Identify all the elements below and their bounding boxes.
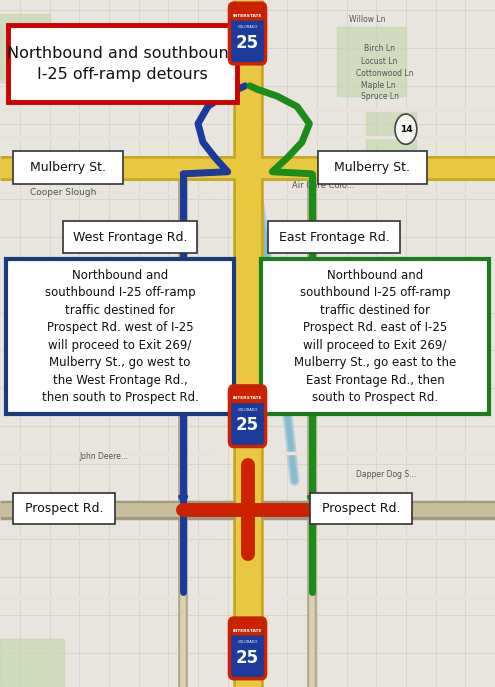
FancyBboxPatch shape bbox=[232, 5, 263, 20]
Text: INTERSTATE: INTERSTATE bbox=[233, 14, 262, 18]
FancyBboxPatch shape bbox=[6, 259, 234, 414]
Text: Cooper Slough: Cooper Slough bbox=[30, 188, 96, 197]
Bar bbox=[0, 639, 64, 687]
Text: INTERSTATE: INTERSTATE bbox=[233, 396, 262, 401]
Text: Esprit Dr: Esprit Dr bbox=[366, 277, 400, 286]
Text: 25: 25 bbox=[236, 649, 259, 666]
Text: 25: 25 bbox=[236, 416, 259, 434]
FancyBboxPatch shape bbox=[13, 493, 115, 524]
FancyBboxPatch shape bbox=[232, 620, 263, 635]
Text: COLORADO: COLORADO bbox=[238, 640, 257, 644]
Text: Prospect Rd.: Prospect Rd. bbox=[25, 502, 103, 515]
Text: Birch Ln: Birch Ln bbox=[364, 43, 395, 53]
Text: West Frontage Rd.: West Frontage Rd. bbox=[73, 231, 187, 243]
Text: Deemose Dr: Deemose Dr bbox=[342, 245, 389, 255]
Text: East Frontage Rd.: East Frontage Rd. bbox=[279, 231, 390, 243]
FancyBboxPatch shape bbox=[232, 388, 263, 403]
FancyBboxPatch shape bbox=[230, 3, 265, 64]
FancyBboxPatch shape bbox=[230, 618, 265, 679]
FancyBboxPatch shape bbox=[230, 386, 265, 447]
FancyBboxPatch shape bbox=[310, 493, 412, 524]
Text: Boxelder
Creek: Boxelder Creek bbox=[275, 337, 308, 357]
Ellipse shape bbox=[433, 299, 468, 388]
FancyBboxPatch shape bbox=[268, 221, 400, 253]
Text: Prospect Rd.: Prospect Rd. bbox=[322, 502, 400, 515]
Text: COLORADO: COLORADO bbox=[238, 25, 257, 29]
Text: Mulberry St.: Mulberry St. bbox=[30, 161, 106, 174]
FancyBboxPatch shape bbox=[13, 151, 123, 184]
Text: Dapper Dog S...: Dapper Dog S... bbox=[356, 469, 417, 479]
Bar bbox=[337, 27, 406, 96]
Text: Northbound and
southbound I-25 off-ramp
traffic destined for
Prospect Rd. east o: Northbound and southbound I-25 off-ramp … bbox=[294, 269, 456, 405]
Text: Mulberry St.: Mulberry St. bbox=[335, 161, 410, 174]
Text: Cottonwood Ln: Cottonwood Ln bbox=[356, 69, 414, 78]
FancyBboxPatch shape bbox=[261, 259, 489, 414]
Text: 14: 14 bbox=[399, 124, 412, 134]
Text: INTERSTATE: INTERSTATE bbox=[233, 629, 262, 633]
Text: COLORADO: COLORADO bbox=[238, 407, 257, 412]
Bar bbox=[366, 110, 416, 151]
FancyBboxPatch shape bbox=[8, 25, 237, 102]
FancyBboxPatch shape bbox=[318, 151, 427, 184]
Text: Northbound and
southbound I-25 off-ramp
traffic destined for
Prospect Rd. west o: Northbound and southbound I-25 off-ramp … bbox=[42, 269, 198, 405]
Text: Northbound and southbound
I-25 off-ramp detours: Northbound and southbound I-25 off-ramp … bbox=[6, 45, 239, 82]
Text: 25: 25 bbox=[236, 34, 259, 52]
Circle shape bbox=[395, 114, 417, 144]
Bar bbox=[0, 14, 50, 82]
Text: Maple Ln: Maple Ln bbox=[361, 80, 396, 90]
Text: Air Care Colo...: Air Care Colo... bbox=[292, 181, 355, 190]
Text: Spruce Ln: Spruce Ln bbox=[361, 91, 399, 101]
FancyBboxPatch shape bbox=[63, 221, 197, 253]
Text: Willow Ln: Willow Ln bbox=[349, 14, 386, 24]
Text: Locust Ln: Locust Ln bbox=[361, 57, 397, 67]
Text: John Deere...: John Deere... bbox=[79, 452, 128, 462]
